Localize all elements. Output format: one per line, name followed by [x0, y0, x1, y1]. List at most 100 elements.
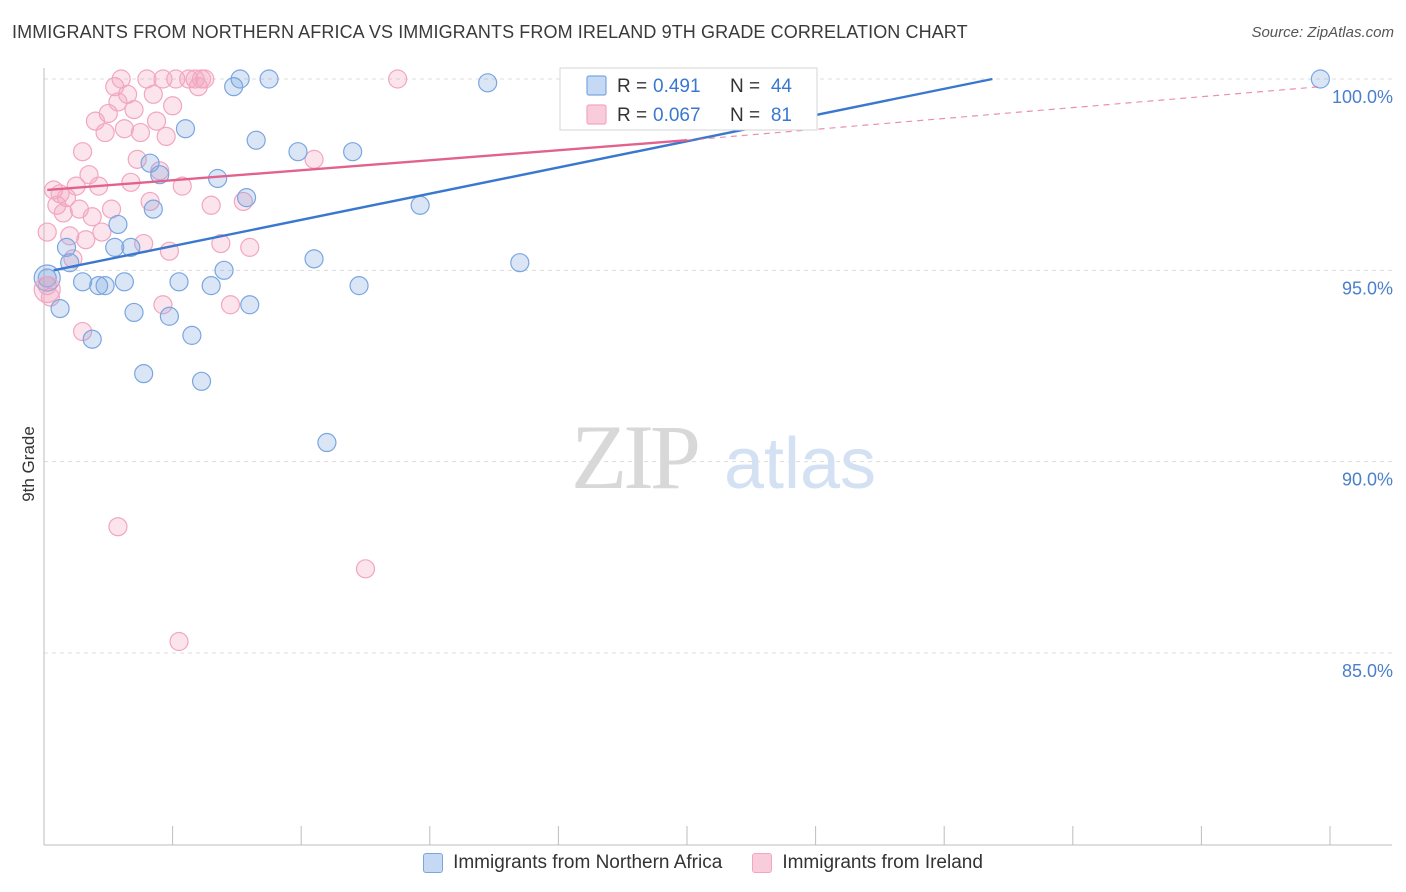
trend-lines — [47, 77, 1321, 272]
point-northern-africa-12 — [124, 302, 144, 323]
point-northern-africa-17 — [159, 306, 179, 326]
point-northern-africa-5 — [82, 329, 102, 349]
point-ireland-29 — [127, 149, 147, 169]
point-ireland-52 — [240, 237, 260, 257]
point-northern-africa-25 — [224, 77, 244, 97]
stats-r-value-0: 0.491 — [653, 76, 701, 97]
watermark-atlas: atlas — [724, 424, 876, 504]
point-ireland-15 — [82, 207, 102, 227]
point-northern-africa-6 — [89, 276, 109, 296]
point-ireland-28 — [124, 100, 144, 120]
point-northern-africa-19 — [175, 119, 196, 139]
legend-label-northern-africa: Immigrants from Northern Africa — [453, 852, 723, 873]
stats-r-label-1: R = — [617, 105, 647, 126]
legend-swatch-northern-africa — [423, 853, 444, 873]
point-ireland-34 — [143, 84, 163, 104]
stats-r-label-0: R = — [617, 76, 647, 97]
stats-n-value-0: 44 — [771, 76, 793, 97]
point-ireland-4 — [47, 195, 67, 215]
legend-item-ireland: Immigrants from Ireland — [752, 852, 983, 874]
point-northern-africa-20 — [182, 325, 202, 345]
stats-swatch-1 — [586, 104, 607, 125]
point-northern-africa-2 — [56, 237, 77, 257]
point-northern-africa-16 — [150, 165, 170, 185]
point-ireland-40 — [163, 96, 183, 116]
point-northern-africa-28 — [240, 295, 260, 315]
point-northern-africa-21 — [191, 371, 212, 391]
point-ireland-48 — [201, 195, 221, 215]
point-northern-africa-31 — [288, 142, 308, 162]
series-legend: Immigrants from Northern Africa Immigran… — [0, 852, 1406, 874]
point-ireland-55 — [72, 321, 93, 342]
point-ireland-12 — [72, 142, 93, 162]
point-northern-africa-13 — [134, 364, 154, 384]
point-northern-africa-23 — [208, 168, 228, 189]
point-ireland-38 — [156, 126, 176, 146]
point-northern-africa-36 — [410, 195, 430, 215]
point-ireland-50 — [220, 295, 241, 315]
y-tick-label-2: 90.0% — [1342, 470, 1393, 490]
trend-line-ireland-extension — [686, 86, 1321, 141]
point-ireland-19 — [95, 122, 115, 143]
point-ireland-23 — [108, 92, 128, 112]
point-northern-africa-27 — [236, 188, 257, 208]
scatter-chart: 100.0% 95.0% 90.0% 85.0% ZIP atlas 0.0%40.0… — [19, 67, 1393, 846]
point-ireland-47 — [195, 69, 215, 89]
point-northern-africa-32 — [304, 249, 324, 269]
trend-line-northern-africa — [53, 77, 993, 272]
point-ireland-54 — [388, 69, 408, 89]
point-ireland-cluster — [33, 275, 61, 304]
point-northern-africa-7 — [95, 276, 115, 296]
stats-n-value-1: 81 — [771, 105, 792, 126]
chart-title: IMMIGRANTS FROM NORTHERN AFRICA VS IMMIG… — [12, 22, 968, 42]
point-northern-africa-38 — [510, 253, 530, 273]
point-ireland-58 — [355, 559, 376, 579]
point-northern-africa-1 — [50, 299, 70, 319]
y-tick-label-0: 100.0% — [1332, 87, 1393, 107]
y-tick-label-1: 95.0% — [1342, 278, 1393, 298]
point-northern-africa-29 — [246, 130, 266, 150]
stats-legend: R = 0.491 N = 44 R = 0.067 N = 81 — [559, 67, 818, 131]
point-northern-africa-11 — [121, 237, 141, 257]
point-northern-africa-37 — [478, 73, 498, 93]
point-ireland-18 — [92, 222, 112, 242]
point-ireland-49 — [211, 233, 231, 254]
point-northern-africa-18 — [169, 272, 189, 292]
data-points — [33, 69, 1330, 652]
point-northern-africa-26 — [230, 69, 250, 89]
watermark-zip: ZIP — [571, 406, 698, 508]
point-ireland-8 — [60, 226, 80, 246]
point-northern-africa-cluster — [33, 264, 61, 292]
point-northern-africa-24 — [214, 260, 234, 280]
stats-n-label-0: N = — [730, 76, 760, 97]
point-ireland-30 — [130, 122, 151, 143]
point-ireland-59 — [169, 631, 189, 652]
point-ireland-13 — [76, 230, 96, 250]
point-northern-africa-15 — [143, 199, 163, 219]
point-northern-africa-9 — [108, 214, 128, 235]
point-ireland-0 — [37, 222, 57, 242]
axes: 0.0%40.0% — [43, 68, 1392, 846]
legend-swatch-ireland — [752, 853, 773, 873]
point-ireland-53 — [304, 149, 324, 169]
point-northern-africa-35 — [349, 276, 369, 296]
trend-line-ireland — [47, 139, 688, 192]
legend-label-ireland: Immigrants from Ireland — [782, 852, 983, 873]
point-ireland-56 — [153, 295, 173, 315]
point-northern-africa-40 — [1310, 69, 1330, 89]
stats-swatch-0 — [586, 75, 607, 96]
grid-lines: 100.0% 95.0% 90.0% 85.0% — [44, 78, 1393, 681]
point-northern-africa-8 — [105, 237, 125, 257]
stats-r-value-1: 0.067 — [653, 105, 701, 126]
point-northern-africa-10 — [114, 272, 134, 292]
point-northern-africa-0 — [37, 268, 57, 288]
point-northern-africa-30 — [259, 69, 279, 89]
watermark: ZIP atlas — [571, 406, 876, 508]
point-ireland-35 — [146, 111, 167, 131]
source-label: Source: ZipAtlas.com — [1251, 24, 1394, 41]
point-northern-africa-34 — [343, 142, 363, 162]
y-axis-label: 9th Grade — [19, 426, 38, 502]
point-northern-africa-22 — [201, 276, 221, 296]
point-northern-africa-4 — [72, 272, 93, 292]
point-northern-africa-33 — [317, 432, 337, 453]
